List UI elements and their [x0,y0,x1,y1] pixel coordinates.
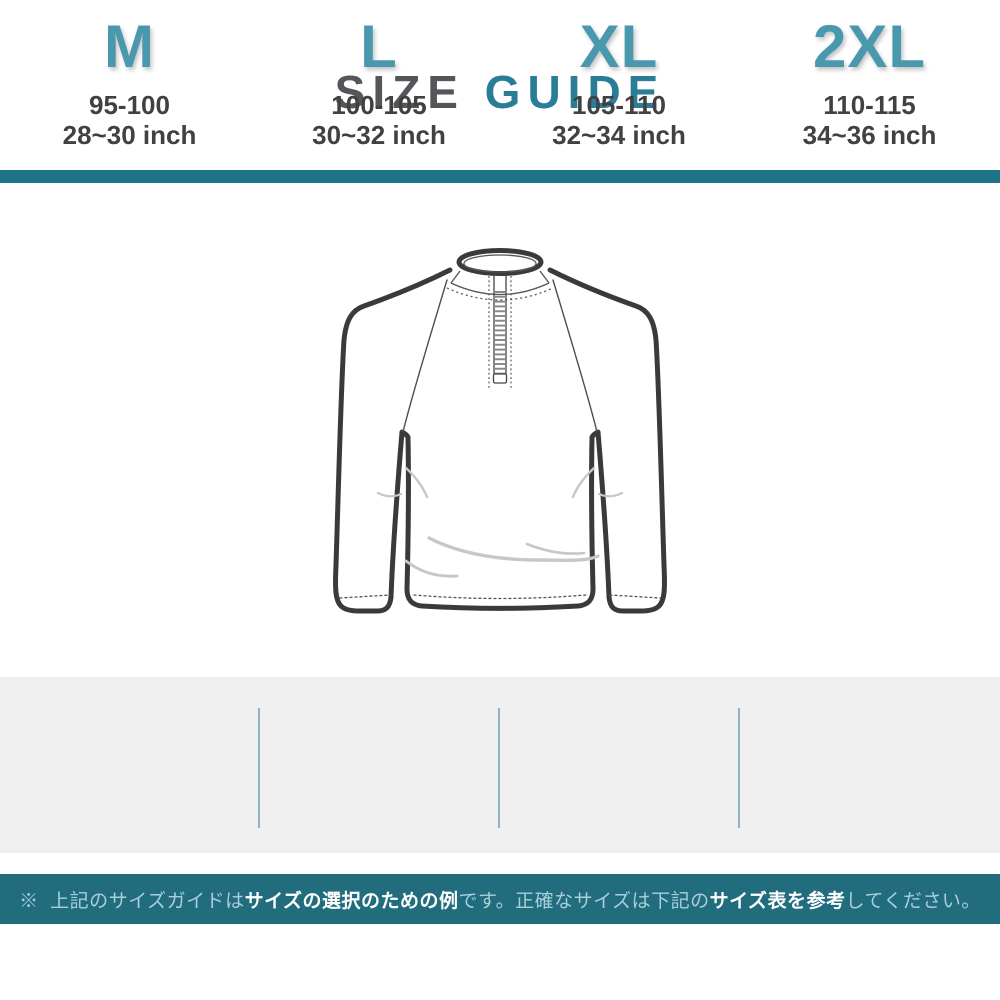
size-table [0,677,1000,853]
footer-note-segment: ※ 上記のサイズガイドは [19,890,245,912]
size-inch-range: 30~32 inch [312,120,446,150]
footer-note-bar: ※ 上記のサイズガイドは サイズの選択のための例 です。正確なサイズは下記の サイズ表… [0,874,1000,924]
size-column-2xl: 2XL 110-115 34~36 inch [739,0,1000,176]
footer-note-segment: サイズ表を参考 [709,890,846,912]
size-cm-range: 105-110 [572,90,666,120]
shirt-body-outline [333,267,667,614]
shirt-zipper [488,272,512,388]
shirt-collar [446,248,554,301]
size-label: 2XL [812,13,927,80]
page-title: SIZE GUIDE [0,66,1000,118]
size-inch-range: 34~36 inch [802,120,937,150]
size-label: M [104,13,155,80]
shirt-seam-lines [402,279,598,433]
size-column-xl: XL 105-110 32~34 inch [499,0,739,176]
size-label: L [360,13,398,80]
footer-note-segment: です。正確なサイズは下記の [458,890,710,912]
teal-divider-bar [0,170,1000,183]
shirt-wrinkles [376,466,624,578]
size-cm-range: 100-105 [331,90,427,120]
title-word-size: SIZE [334,66,465,118]
size-inch-range: 32~34 inch [552,120,686,150]
size-inch-range: 28~30 inch [62,120,197,150]
footer-note-segment: してください。 [845,890,981,912]
title-word-guide: GUIDE [484,66,666,118]
column-divider [738,708,740,828]
size-column-l: L 100-105 30~32 inch [259,0,499,176]
size-label: XL [579,13,659,80]
size-column-m: M 95-100 28~30 inch [0,0,259,176]
column-divider [258,708,260,828]
footer-note-segment: サイズの選択のための例 [244,890,459,912]
size-cm-range: 95-100 [89,90,170,120]
column-divider [498,708,500,828]
size-cm-range: 110-115 [823,90,916,120]
shirt-stitch-lines [339,594,661,600]
